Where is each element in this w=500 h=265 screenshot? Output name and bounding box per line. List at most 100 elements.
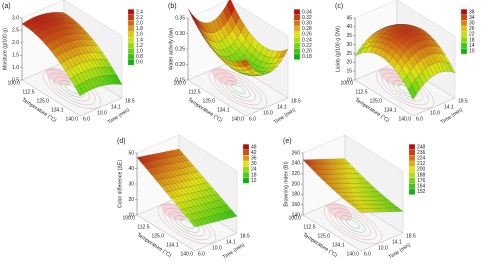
- temperature-tick-label: 112.5: [22, 89, 34, 95]
- colorbar-label: 0.34: [302, 9, 312, 15]
- time-tick-label: 14.1: [392, 239, 402, 245]
- z-tick-label: 1.0: [12, 65, 19, 71]
- colorbar-label: 0.30: [302, 21, 312, 27]
- temperature-tick-label: 100.0: [122, 215, 135, 221]
- colorbar-swatch: [293, 48, 301, 55]
- temperature-tick-label: 112.5: [188, 89, 200, 95]
- temperature-tick-label: 134.1: [332, 242, 345, 248]
- colorbar-label: 0.24: [302, 37, 312, 43]
- contour: [208, 69, 268, 109]
- temperature-tick-label: 100.0: [173, 80, 186, 86]
- colorbar-label: 1.6: [136, 32, 143, 38]
- surface-patch: [190, 220, 199, 228]
- floor-shade: [45, 67, 72, 86]
- contour: [335, 211, 371, 237]
- contour: [323, 204, 383, 244]
- colorbar-label: 48: [251, 144, 257, 150]
- time-tick-label: 14.1: [111, 104, 121, 110]
- colorbar-swatch: [127, 20, 135, 27]
- temperature-tick-label: 112.5: [137, 224, 149, 230]
- time-tick-label: 10.0: [212, 245, 222, 251]
- colorbar-swatch: [242, 149, 250, 156]
- contour: [225, 80, 251, 98]
- time-tick-label: 18.5: [240, 233, 250, 239]
- panel: (b) 0.35 0.30 0.25 0.20 0.15 Water activity (a…: [168, 0, 312, 126]
- colorbar-swatch: [293, 20, 301, 27]
- time-tick-label: 10.0: [378, 245, 388, 251]
- time-tick-label: 14.1: [444, 104, 454, 110]
- colorbar-label: 1.2: [136, 43, 143, 49]
- colorbar-swatch: [127, 42, 135, 49]
- colorbar-label: 38: [469, 9, 475, 15]
- temperature-tick-label: 140.0: [65, 116, 78, 122]
- colorbar-label: 1.4: [136, 37, 143, 43]
- z-tick-label: 240: [292, 161, 301, 167]
- colorbar-label: 36: [251, 156, 257, 162]
- temperature-tick-label: 112.5: [303, 224, 315, 230]
- colorbar-label: 212: [417, 161, 426, 167]
- panel: (c)45 40 35 30 25 20 15 10 Lipids (g/100 g DW) 10…: [335, 0, 475, 126]
- colorbar-swatch: [242, 172, 250, 178]
- z-tick-label: 30: [128, 181, 134, 187]
- temperature-tick-label: 100.0: [7, 80, 20, 86]
- colorbar-label: 0.28: [302, 26, 312, 32]
- colorbar-swatch: [408, 177, 416, 184]
- colorbar-label: 34: [469, 15, 475, 21]
- panel-label: (a): [2, 3, 11, 10]
- colorbar-label: 188: [417, 172, 426, 178]
- colorbar-label: 30: [469, 21, 475, 27]
- temperature-tick-label: 125.0: [36, 98, 49, 104]
- colorbar-swatch: [127, 25, 135, 32]
- floor-shade: [211, 67, 238, 86]
- z-tick-label: 0.35: [175, 15, 185, 21]
- surface-patch: [241, 59, 250, 67]
- z-tick-label: 20: [128, 197, 134, 203]
- floor-shade: [160, 202, 187, 221]
- colorbar-swatch: [127, 9, 135, 15]
- colorbar-label: 176: [417, 178, 426, 184]
- temperature-tick-label: 134.1: [51, 107, 64, 113]
- time-tick-label: 14.1: [226, 239, 236, 245]
- colorbar-swatch: [127, 53, 135, 60]
- temperature-tick-label: 134.1: [217, 107, 230, 113]
- contour: [231, 84, 245, 94]
- colorbar-swatch: [127, 37, 135, 43]
- colorbar-swatch: [408, 144, 416, 150]
- z-tick-label: 10: [128, 212, 134, 218]
- z-axis-title: Lipids (g/100 g DW): [335, 26, 341, 72]
- colorbar-label: 1.0: [136, 49, 143, 55]
- z-tick-label: 0.15: [175, 77, 185, 83]
- z-tick-label: 40: [128, 166, 134, 172]
- z-tick-label: 140: [292, 212, 301, 218]
- colorbar-swatch: [408, 166, 416, 173]
- colorbar-label: 42: [251, 150, 257, 156]
- colorbar-swatch: [293, 9, 301, 15]
- colorbar-swatch: [242, 144, 250, 150]
- colorbar-swatch: [242, 166, 250, 173]
- z-tick-label: 3.0: [12, 15, 19, 21]
- z-tick-label: 10: [346, 77, 352, 83]
- colorbar-swatch: [408, 172, 416, 178]
- colorbar-swatch: [460, 48, 468, 55]
- time-tick-label: 18.5: [406, 233, 416, 239]
- z-tick-label: 35: [346, 33, 352, 39]
- colorbar-swatch: [460, 25, 468, 32]
- z-tick-label: 45: [346, 15, 352, 21]
- z-tick-label: 160: [292, 202, 301, 208]
- colorbar-label: 12: [251, 178, 257, 184]
- colorbar-label: 0.8: [136, 54, 143, 60]
- colorbar-swatch: [293, 25, 301, 32]
- surface-patch: [408, 84, 417, 100]
- z-tick-label: 220: [292, 171, 301, 177]
- temperature-tick-label: 140.0: [180, 251, 193, 257]
- colorbar-label: 30: [251, 161, 257, 167]
- colorbar-label: 24: [251, 167, 257, 173]
- time-tick-label: 10.0: [430, 110, 440, 116]
- colorbar-label: 224: [417, 156, 426, 162]
- temperature-tick-label: 125.0: [202, 98, 215, 104]
- colorbar-label: 14: [469, 43, 475, 49]
- z-tick-label: 2.0: [12, 40, 19, 46]
- colorbar-swatch: [408, 160, 416, 167]
- surface-patch: [75, 84, 84, 97]
